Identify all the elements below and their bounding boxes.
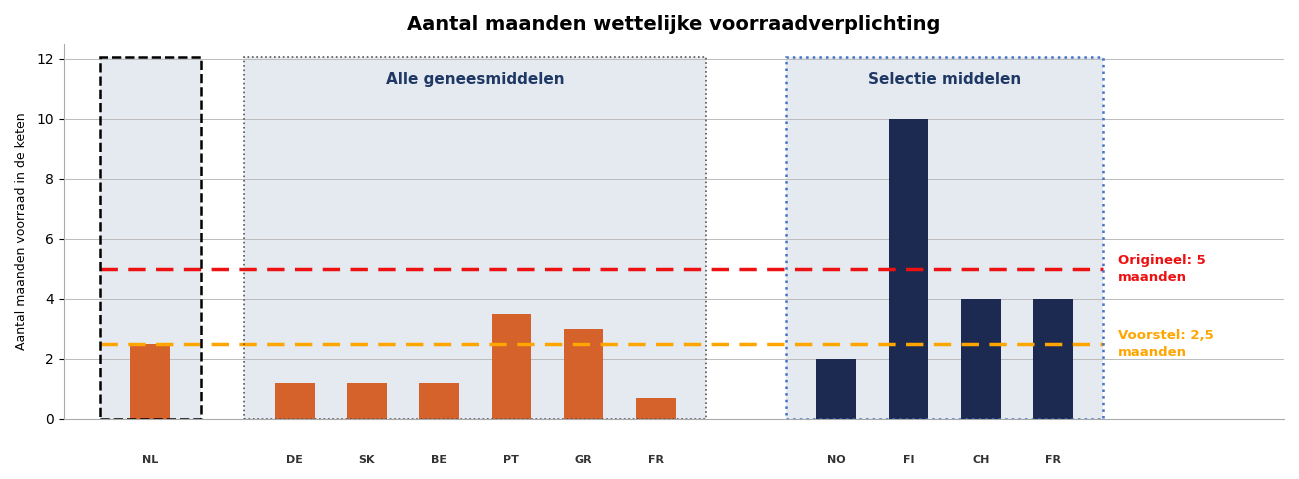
Bar — [961, 299, 1000, 419]
Text: DE: DE — [286, 455, 303, 465]
Text: Origineel: 5
maanden: Origineel: 5 maanden — [1118, 254, 1205, 284]
Text: SK: SK — [359, 455, 375, 465]
Text: Voorstel: 2,5
maanden: Voorstel: 2,5 maanden — [1118, 329, 1213, 359]
Bar — [100, 57, 201, 419]
Text: CH: CH — [972, 455, 990, 465]
Text: GR: GR — [574, 455, 592, 465]
Bar — [637, 398, 675, 419]
Text: PT: PT — [504, 455, 520, 465]
Text: Selectie middelen: Selectie middelen — [868, 72, 1021, 87]
Bar — [1033, 299, 1073, 419]
Bar — [817, 359, 856, 419]
Bar — [244, 57, 707, 419]
Bar — [244, 57, 707, 419]
Bar — [564, 329, 604, 419]
Text: FR: FR — [648, 455, 664, 465]
Bar — [786, 57, 1103, 419]
Bar — [889, 119, 929, 419]
Text: NL: NL — [142, 455, 158, 465]
Bar — [786, 57, 1103, 419]
Bar — [130, 343, 170, 419]
Text: FI: FI — [903, 455, 914, 465]
Bar — [420, 383, 459, 419]
Title: Aantal maanden wettelijke voorraadverplichting: Aantal maanden wettelijke voorraadverpli… — [407, 15, 940, 34]
Bar — [275, 383, 314, 419]
Bar — [491, 314, 531, 419]
Bar — [100, 57, 201, 419]
Bar — [347, 383, 387, 419]
Text: FR: FR — [1044, 455, 1061, 465]
Text: Alle geneesmiddelen: Alle geneesmiddelen — [386, 72, 565, 87]
Y-axis label: Aantal maanden voorraad in de keten: Aantal maanden voorraad in de keten — [16, 113, 29, 350]
Text: BE: BE — [431, 455, 447, 465]
Text: NO: NO — [827, 455, 846, 465]
